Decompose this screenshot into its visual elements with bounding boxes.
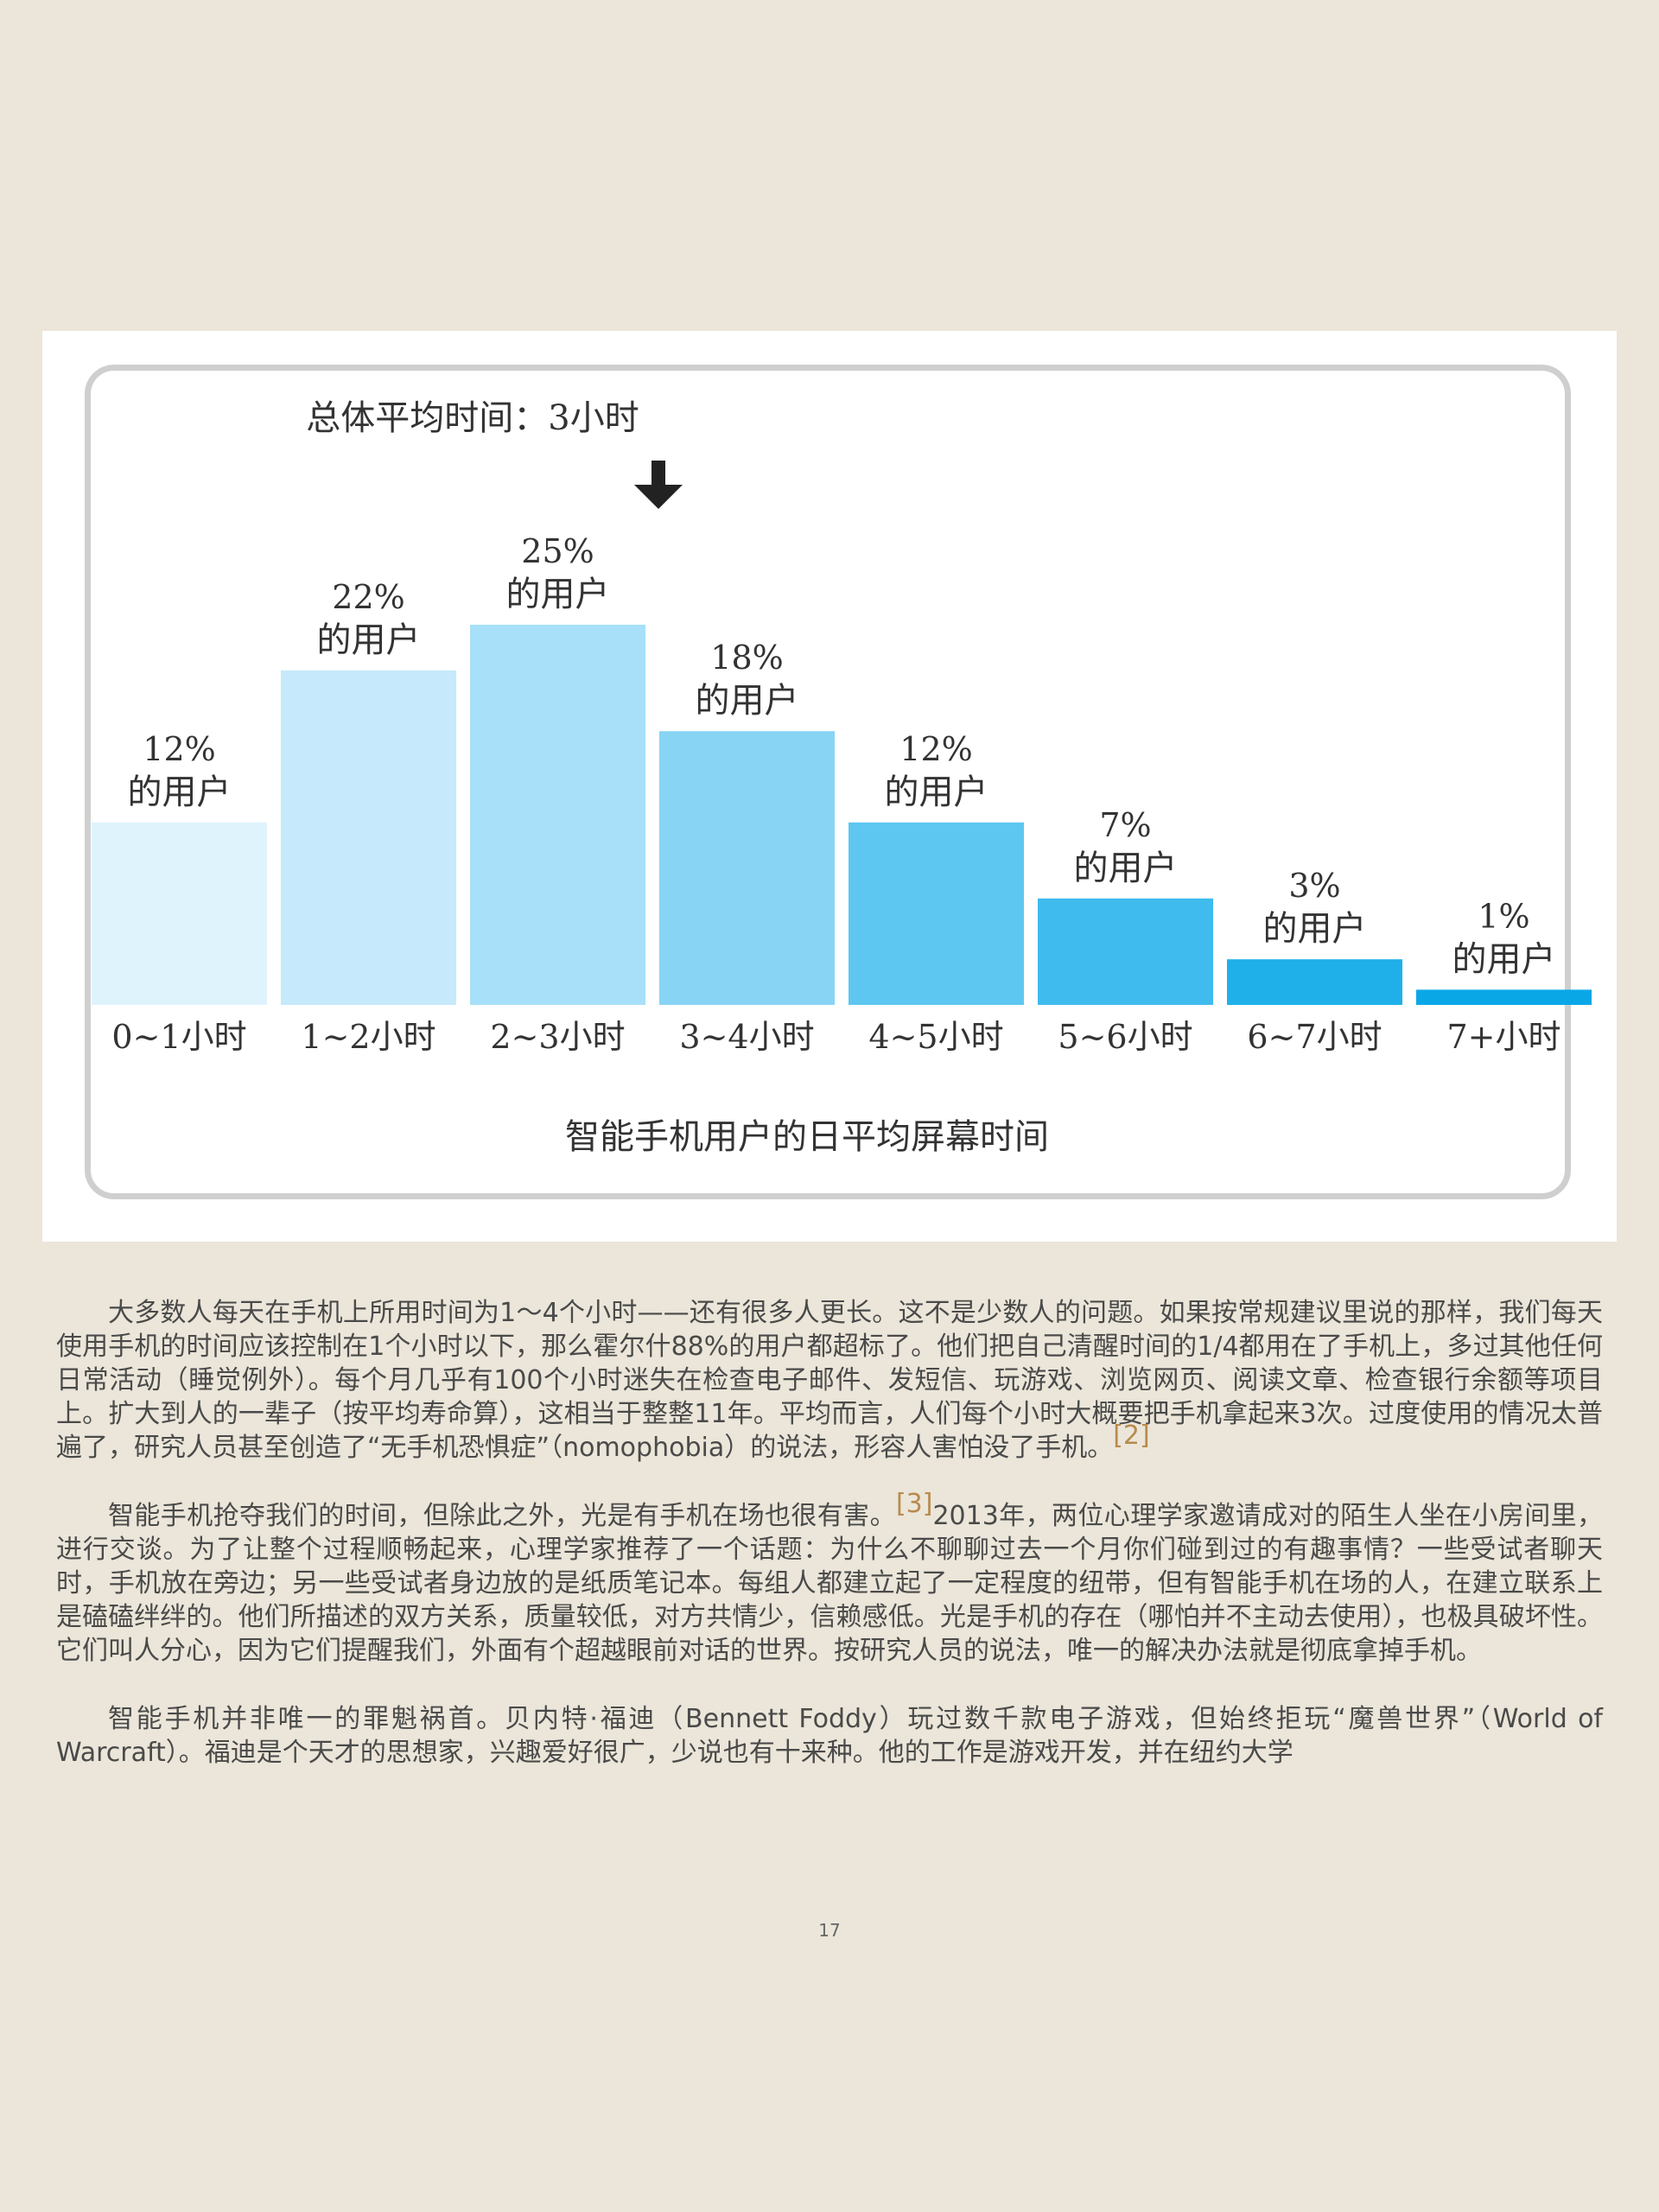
bar-2 — [470, 625, 645, 1005]
user-label-7: 的用户 — [1452, 939, 1556, 979]
bar-3 — [659, 731, 835, 1005]
category-label-6: 6~7小时 — [1247, 1018, 1382, 1056]
footnote-ref-3[interactable]: [3] — [895, 1489, 933, 1519]
value-label-1: 22% — [332, 578, 404, 616]
article-body: 大多数人每天在手机上所用时间为1～4个小时——还有很多人更长。这不是少数人的问题… — [56, 1296, 1603, 1804]
value-label-2: 25% — [521, 532, 594, 570]
value-label-4: 12% — [899, 730, 972, 768]
category-label-4: 4~5小时 — [868, 1018, 1003, 1056]
paragraph-2-text-b: 2013年，两位心理学家邀请成对的陌生人坐在小房间里，进行交谈。为了让整个过程顺… — [56, 1501, 1603, 1666]
bar-0 — [92, 822, 267, 1005]
value-label-5: 7% — [1099, 806, 1151, 844]
category-label-5: 5~6小时 — [1058, 1018, 1192, 1056]
category-label-2: 2~3小时 — [490, 1018, 625, 1056]
user-label-2: 的用户 — [506, 575, 610, 614]
footnote-ref-2[interactable]: [2] — [1113, 1421, 1150, 1451]
value-label-6: 3% — [1288, 867, 1340, 905]
bar-1 — [281, 670, 456, 1005]
bar-6 — [1227, 959, 1402, 1005]
user-label-0: 的用户 — [128, 772, 232, 812]
category-label-3: 3~4小时 — [679, 1018, 814, 1056]
value-label-3: 18% — [710, 639, 783, 677]
user-label-6: 的用户 — [1263, 909, 1367, 949]
down-arrow-icon — [634, 461, 683, 509]
page-number: 17 — [818, 1920, 841, 1941]
user-label-4: 的用户 — [885, 772, 988, 812]
paragraph-1: 大多数人每天在手机上所用时间为1～4个小时——还有很多人更长。这不是少数人的问题… — [56, 1296, 1603, 1465]
category-label-7: 7+小时 — [1446, 1018, 1560, 1056]
category-label-0: 0~1小时 — [111, 1018, 246, 1056]
bar-7 — [1416, 989, 1592, 1005]
bar-5 — [1038, 898, 1213, 1005]
paragraph-1-text: 大多数人每天在手机上所用时间为1～4个小时——还有很多人更长。这不是少数人的问题… — [56, 1298, 1603, 1463]
paragraph-3: 智能手机并非唯一的罪魁祸首。贝内特·福迪（Bennett Foddy）玩过数千款… — [56, 1702, 1603, 1770]
average-annotation: 总体平均时间：3小时 — [306, 398, 639, 438]
bar-4 — [849, 822, 1024, 1005]
user-label-3: 的用户 — [696, 681, 799, 721]
paragraph-2-text-a: 智能手机抢夺我们的时间，但除此之外，光是有手机在场也很有害。 — [108, 1501, 896, 1531]
bar-chart: 总体平均时间：3小时 12% 的用户 0~1小时 22% 的用户 1~2小时 25% 的用户 2… — [92, 398, 1592, 1157]
chart-figure: 总体平均时间：3小时 12% 的用户 0~1小时 22% 的用户 1~2小时 25% 的用户 2… — [42, 331, 1617, 1242]
category-label-1: 1~2小时 — [301, 1018, 435, 1056]
value-label-7: 1% — [1478, 897, 1529, 935]
paragraph-2: 智能手机抢夺我们的时间，但除此之外，光是有手机在场也很有害。[3]2013年，两… — [56, 1491, 1603, 1668]
value-label-0: 12% — [143, 730, 215, 768]
user-label-5: 的用户 — [1074, 849, 1178, 888]
paragraph-3-text: 智能手机并非唯一的罪魁祸首。贝内特·福迪（Bennett Foddy）玩过数千款… — [56, 1704, 1603, 1768]
chart-frame — [85, 365, 1571, 1199]
user-label-1: 的用户 — [317, 620, 421, 660]
chart-title: 智能手机用户的日平均屏幕时间 — [565, 1117, 1049, 1157]
